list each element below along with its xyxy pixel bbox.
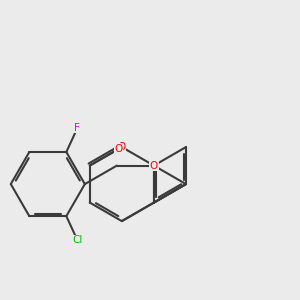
Text: O: O xyxy=(150,160,158,171)
Text: Cl: Cl xyxy=(72,235,82,245)
Text: F: F xyxy=(74,123,80,133)
Text: O: O xyxy=(115,144,123,154)
Text: O: O xyxy=(118,142,126,152)
